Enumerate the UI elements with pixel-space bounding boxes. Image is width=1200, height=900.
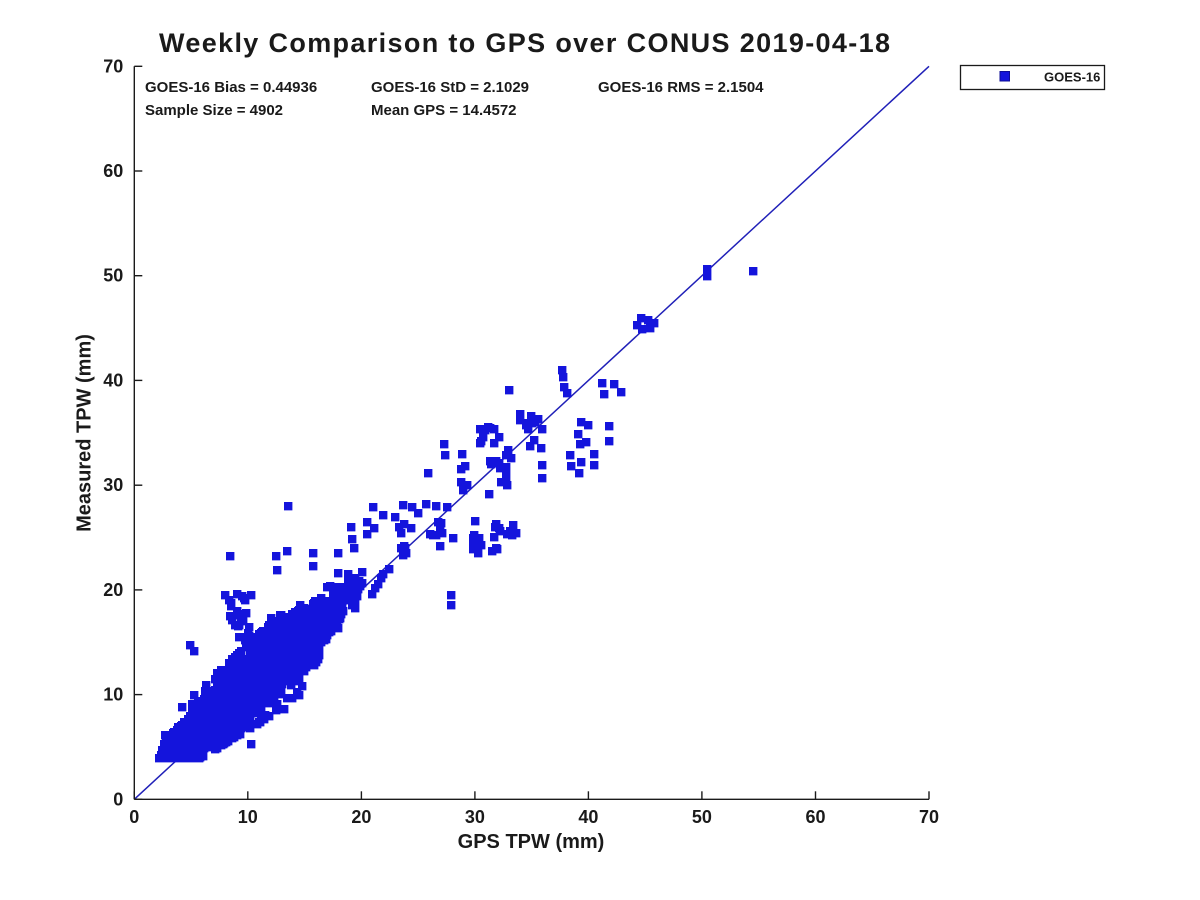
svg-text:70: 70: [103, 56, 123, 76]
svg-text:GPS TPW (mm): GPS TPW (mm): [458, 831, 605, 853]
svg-text:Measured TPW (mm): Measured TPW (mm): [74, 334, 96, 532]
svg-text:30: 30: [465, 807, 485, 827]
svg-text:50: 50: [103, 266, 123, 286]
svg-text:10: 10: [238, 807, 258, 827]
svg-text:40: 40: [578, 807, 598, 827]
svg-text:GOES-16 Bias = 0.44936: GOES-16 Bias = 0.44936: [145, 79, 317, 96]
svg-text:Mean GPS = 14.4572: Mean GPS = 14.4572: [371, 102, 517, 119]
svg-text:0: 0: [113, 789, 123, 809]
svg-text:GOES-16 StD = 2.1029: GOES-16 StD = 2.1029: [371, 79, 529, 96]
svg-text:40: 40: [103, 370, 123, 390]
svg-text:GOES-16 RMS = 2.1504: GOES-16 RMS = 2.1504: [598, 79, 764, 96]
svg-text:Sample Size = 4902: Sample Size = 4902: [145, 102, 283, 119]
svg-text:60: 60: [805, 807, 825, 827]
svg-text:10: 10: [103, 685, 123, 705]
svg-text:20: 20: [103, 580, 123, 600]
svg-text:20: 20: [351, 807, 371, 827]
svg-text:30: 30: [103, 475, 123, 495]
svg-text:50: 50: [692, 807, 712, 827]
svg-text:70: 70: [919, 807, 939, 827]
svg-text:Weekly Comparison to GPS over: Weekly Comparison to GPS over CONUS 2019…: [159, 28, 891, 58]
svg-text:0: 0: [129, 807, 139, 827]
svg-text:60: 60: [103, 161, 123, 181]
svg-text:GOES-16: GOES-16: [1044, 70, 1100, 85]
